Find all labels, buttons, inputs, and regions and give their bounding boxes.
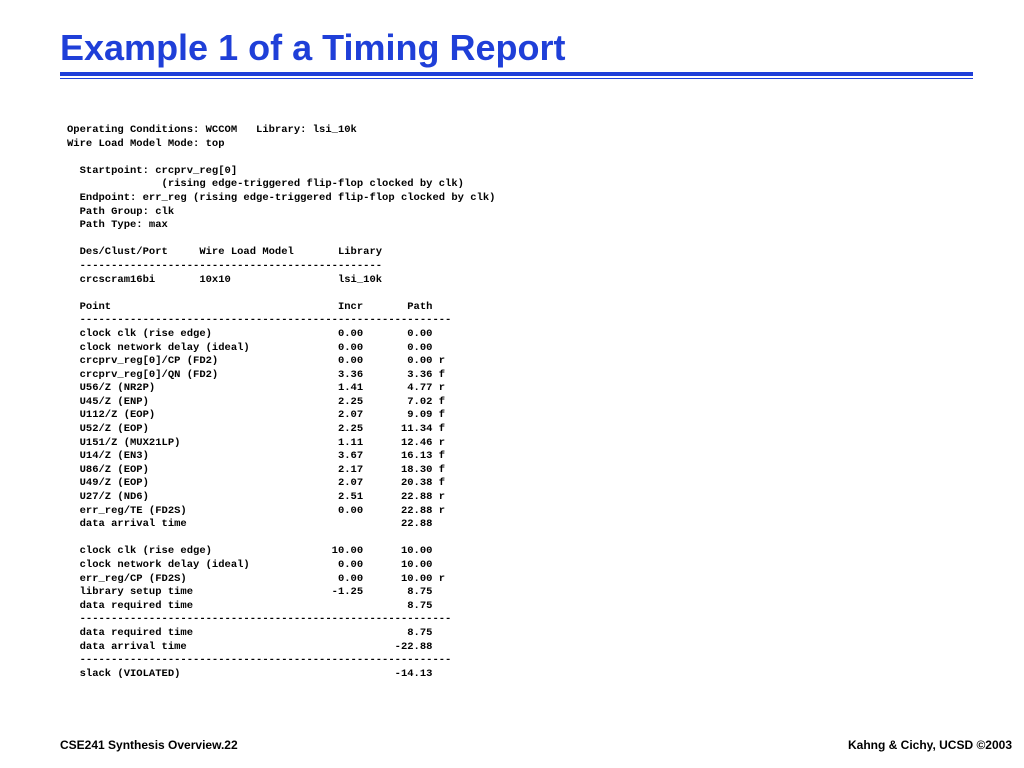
report-line: Wire Load Model Mode: top (67, 137, 225, 150)
report-line: ----------------------------------------… (67, 259, 383, 272)
report-line (67, 532, 495, 546)
report-line: ----------------------------------------… (67, 613, 452, 626)
report-line: U27/Z (ND6) 2.51 22.88 r (67, 491, 446, 504)
timing-report: Operating Conditions: WCCOM Library: lsi… (67, 124, 495, 681)
report-line: Path Type: max (67, 219, 168, 232)
report-line (67, 151, 495, 165)
report-line: clock clk (rise edge) 10.00 10.00 (67, 545, 433, 558)
report-line: err_reg/CP (FD2S) 0.00 10.00 r (67, 572, 446, 585)
slide-title: Example 1 of a Timing Report (60, 27, 566, 68)
report-line: data arrival time -22.88 (67, 640, 433, 653)
report-line: clock network delay (ideal) 0.00 0.00 (67, 341, 433, 354)
report-line: library setup time -1.25 8.75 (67, 586, 433, 599)
report-line: slack (VIOLATED) -14.13 (67, 667, 433, 680)
report-line: U49/Z (EOP) 2.07 20.38 f (67, 477, 446, 490)
report-line: (rising edge-triggered flip-flop clocked… (67, 178, 464, 191)
report-line (67, 287, 495, 301)
report-line: Endpoint: err_reg (rising edge-triggered… (67, 191, 496, 204)
report-line: U86/Z (EOP) 2.17 18.30 f (67, 463, 446, 476)
footer-course-label: CSE241 Synthesis Overview.22 (60, 738, 238, 752)
report-line: U45/Z (ENP) 2.25 7.02 f (67, 395, 446, 408)
footer-copyright: Kahng & Cichy, UCSD ©2003 (848, 738, 1012, 752)
report-line: clock network delay (ideal) 0.00 10.00 (67, 559, 433, 571)
title-underline-thin (60, 78, 973, 79)
report-line: U14/Z (EN3) 3.67 16.13 f (67, 450, 446, 463)
report-line: Des/Clust/Port Wire Load Model Library (67, 246, 383, 259)
report-line: Startpoint: crcprv_reg[0] (67, 164, 238, 177)
report-line: U151/Z (MUX21LP) 1.11 12.46 r (67, 436, 446, 449)
report-line: clock clk (rise edge) 0.00 0.00 (67, 327, 433, 340)
report-line: data required time 8.75 (67, 599, 433, 612)
report-line: crcscram16bi 10x10 lsi_10k (67, 273, 383, 286)
report-line: data arrival time 22.88 (67, 518, 433, 531)
report-line (67, 233, 495, 247)
report-line: U112/Z (EOP) 2.07 9.09 f (67, 409, 446, 422)
report-line: ----------------------------------------… (67, 314, 452, 327)
report-line: Point Incr Path (67, 300, 433, 313)
report-line: ----------------------------------------… (67, 654, 452, 667)
report-line: Path Group: clk (67, 205, 175, 218)
report-line: U52/Z (EOP) 2.25 11.34 f (67, 423, 446, 436)
report-line: crcprv_reg[0]/CP (FD2) 0.00 0.00 r (67, 355, 446, 368)
title-underline-thick (60, 72, 973, 76)
report-line: Operating Conditions: WCCOM Library: lsi… (67, 124, 357, 136)
report-line: U56/Z (NR2P) 1.41 4.77 r (67, 382, 446, 395)
report-line: err_reg/TE (FD2S) 0.00 22.88 r (67, 504, 446, 517)
report-line: crcprv_reg[0]/QN (FD2) 3.36 3.36 f (67, 368, 446, 381)
report-line: data required time 8.75 (67, 626, 433, 639)
